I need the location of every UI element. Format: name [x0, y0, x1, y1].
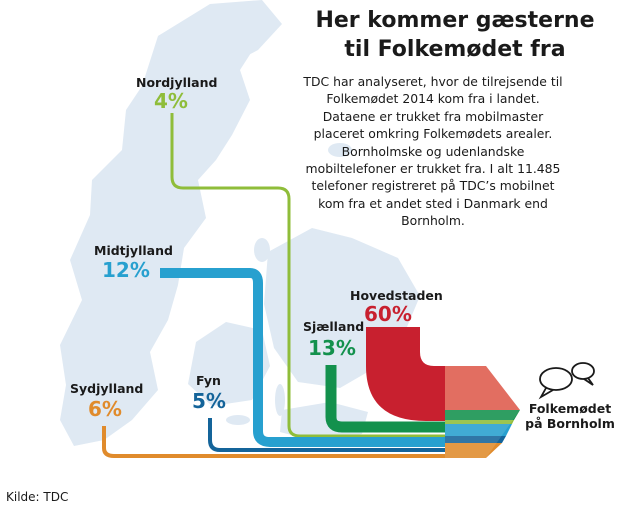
land-vendsyssel — [158, 0, 282, 62]
region-value-sjaelland: 13% — [308, 336, 356, 360]
arrow-band-hovedstaden — [445, 366, 520, 410]
land-anholt — [328, 143, 352, 157]
flow-sydjylland — [102, 426, 455, 458]
flow-fyn — [208, 418, 455, 452]
description-text: TDC har analyseret, hvor de tilrejsende … — [303, 74, 563, 229]
region-name-hovedstaden: Hovedstaden — [350, 288, 443, 303]
land-samso — [254, 238, 270, 262]
region-value-nordjylland: 4% — [154, 89, 188, 113]
flow-sjaelland — [325, 365, 455, 433]
region-name-sjaelland: Sjælland — [303, 319, 365, 334]
destination-line-2: på Bornholm — [525, 416, 615, 431]
region-name-midtjylland: Midtjylland — [94, 243, 173, 258]
page-title: Her kommer gæsterne til Folkemødet fra — [290, 6, 620, 64]
region-value-sydjylland: 6% — [88, 397, 122, 421]
arrow-band-fyn — [445, 436, 506, 443]
flow-lines — [102, 113, 455, 458]
land-funen — [188, 322, 270, 406]
flow-midtjylland — [160, 268, 455, 447]
region-value-fyn: 5% — [192, 389, 226, 413]
title-line-1: Her kommer gæsterne — [315, 8, 595, 33]
arrow-head-icon — [445, 366, 520, 458]
region-value-hovedstaden: 60% — [364, 302, 412, 326]
arrow-bands — [445, 366, 520, 458]
arrow-band-sjaelland — [445, 410, 520, 420]
region-value-midtjylland: 12% — [102, 258, 150, 282]
arrow-band-sydjylland — [445, 443, 502, 458]
land-langeland — [275, 384, 285, 416]
land-aero — [226, 415, 250, 425]
destination-label: Folkemødet på Bornholm — [522, 401, 618, 431]
arrow-band-midtjylland — [445, 424, 512, 436]
region-name-sydjylland: Sydjylland — [70, 381, 144, 396]
destination-line-1: Folkemødet — [528, 401, 612, 416]
region-name-nordjylland: Nordjylland — [136, 75, 218, 90]
flow-nordjylland — [170, 113, 455, 438]
region-name-fyn: Fyn — [196, 373, 221, 388]
source-credit: Kilde: TDC — [6, 490, 69, 504]
land-jutland — [60, 10, 258, 446]
speech-bubbles-icon — [538, 362, 595, 400]
arrow-band-nordjylland — [445, 420, 514, 424]
title-line-2: til Folkemødet fra — [344, 37, 566, 62]
flow-hovedstaden — [366, 327, 455, 421]
